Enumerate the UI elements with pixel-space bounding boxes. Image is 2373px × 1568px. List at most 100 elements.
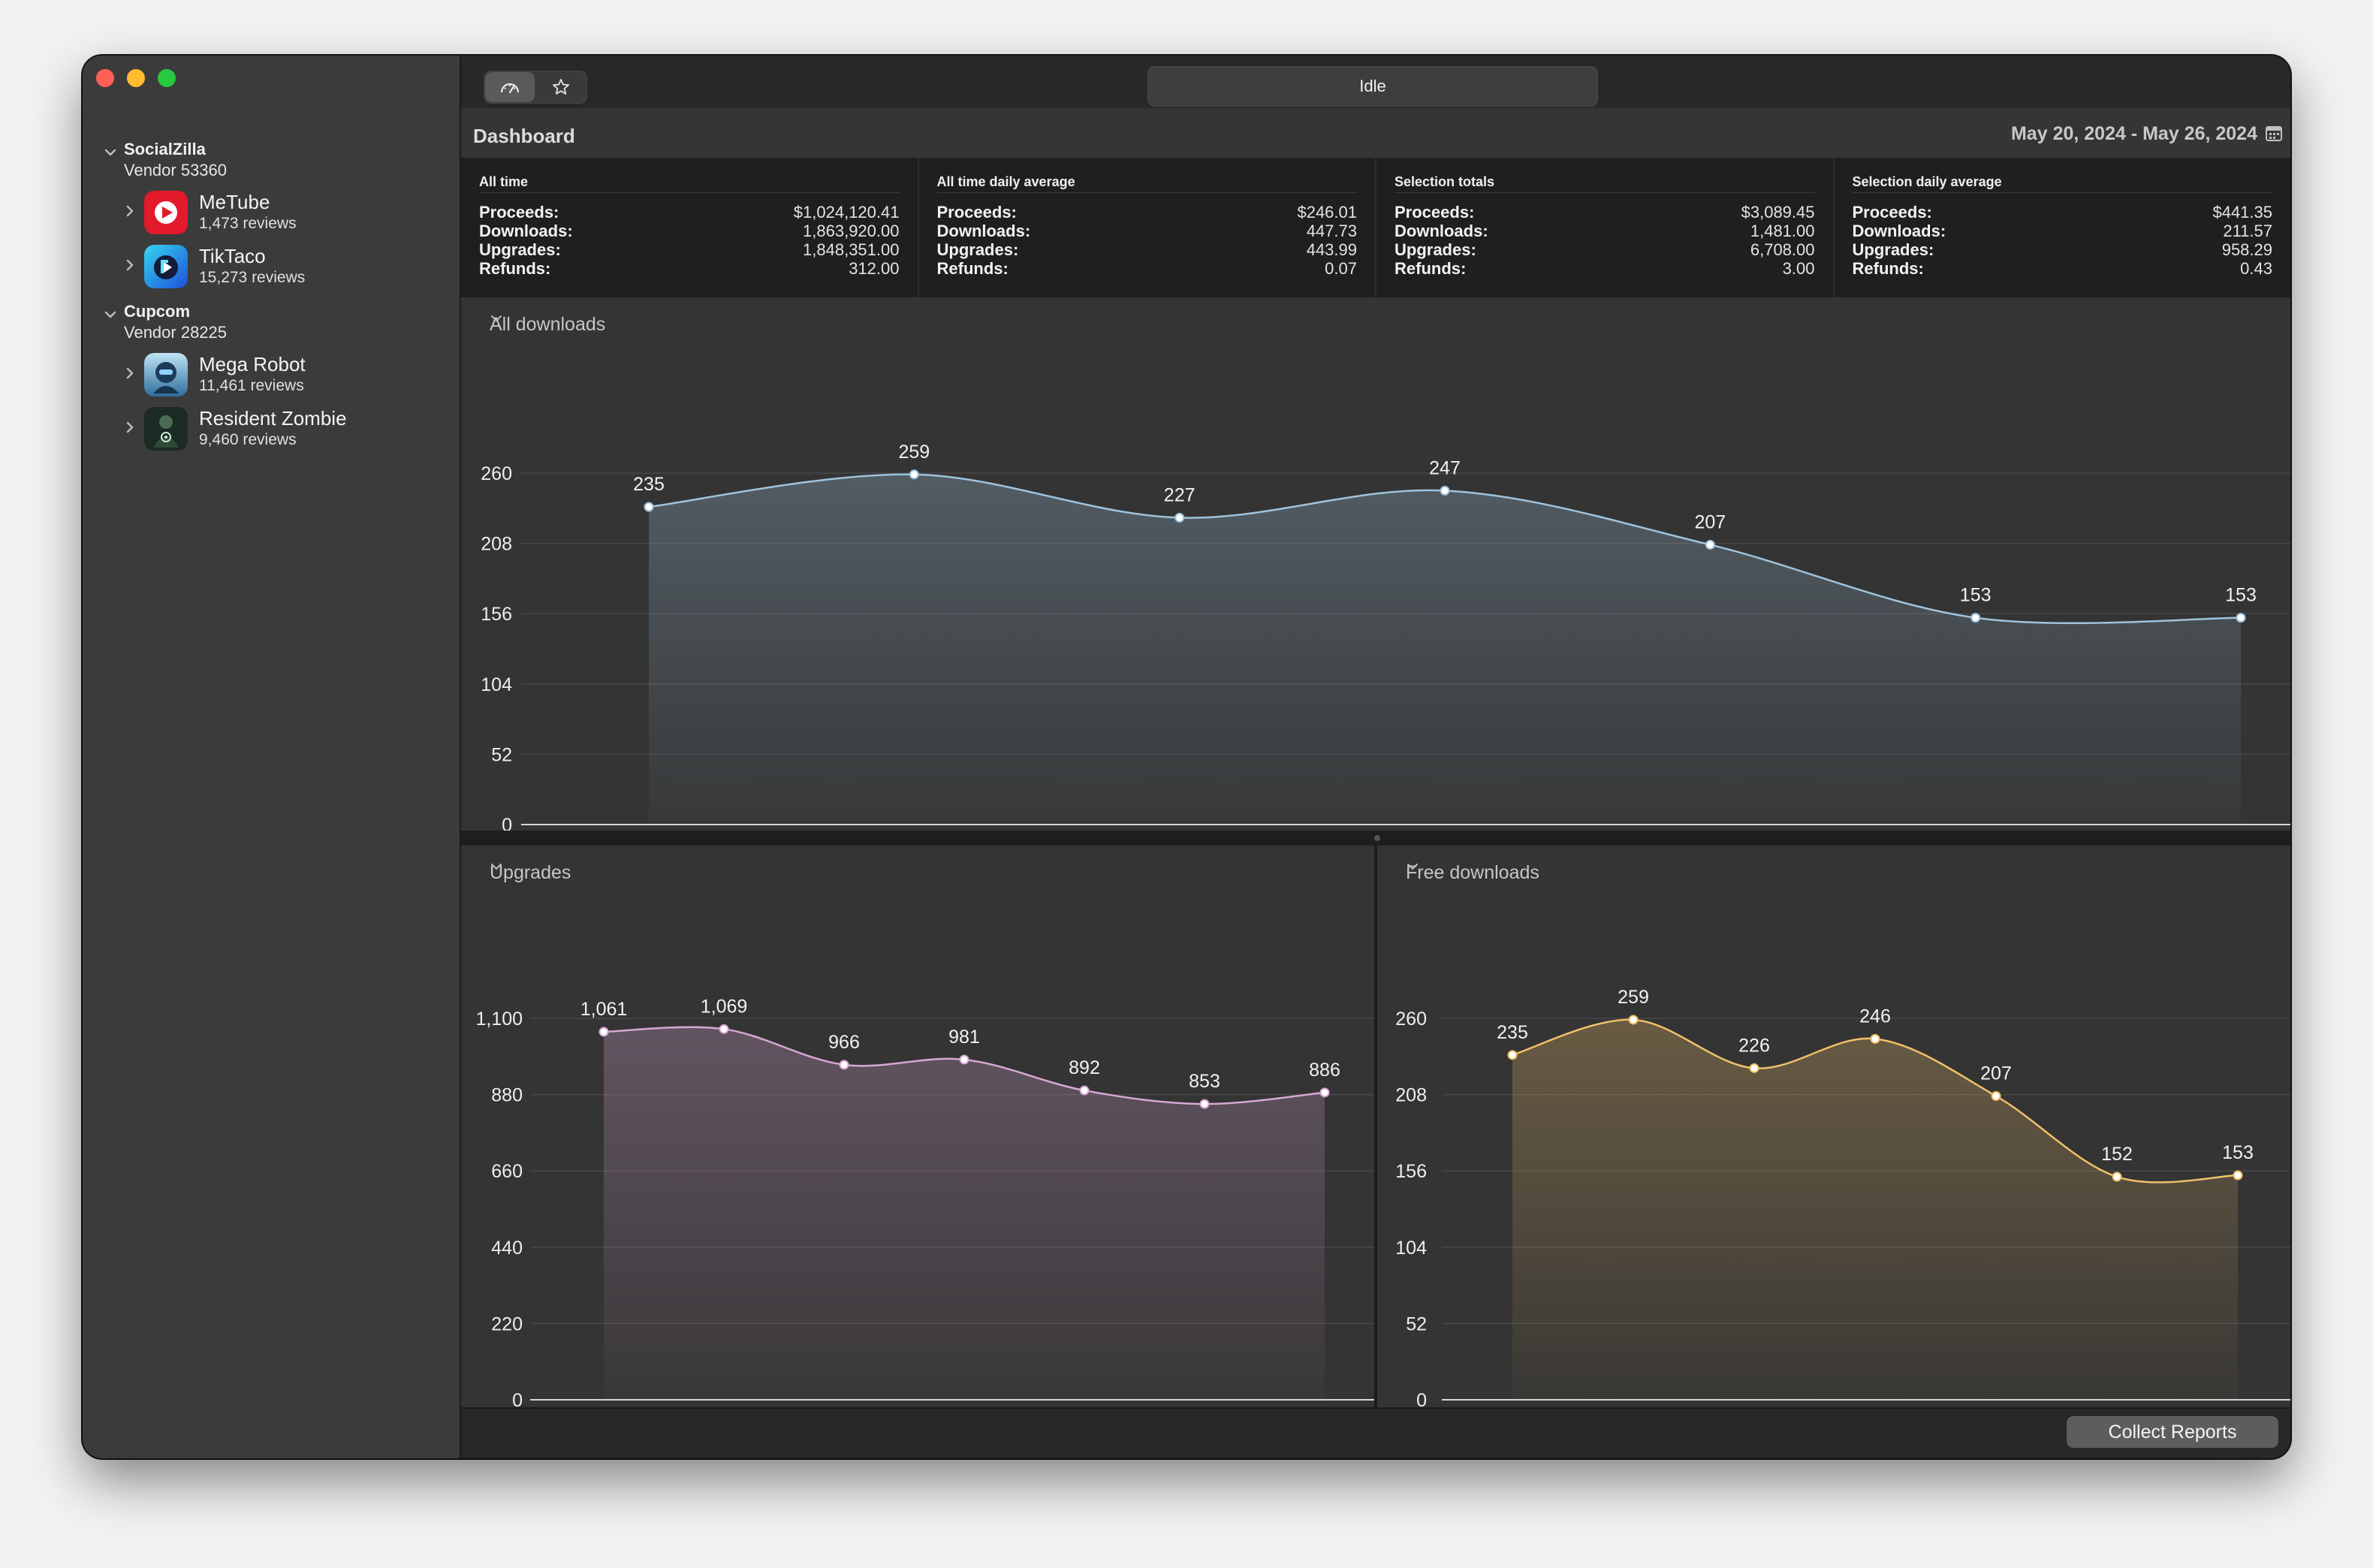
all-downloads-picker[interactable]: All downloads <box>490 314 605 336</box>
dashboard-view-button[interactable] <box>485 72 535 102</box>
sidebar-item-resident-zombie[interactable]: Resident Zombie 9,460 reviews <box>83 404 458 458</box>
stat-row-refunds: Refunds: 0.07 <box>937 259 1358 278</box>
stat-label: Proceeds: <box>936 203 1017 222</box>
free-downloads-chart: 0521041562082602352592262462071521532024… <box>1377 846 2290 1407</box>
stat-label: Upgrades: <box>936 240 1019 259</box>
stat-row-downloads: Downloads: 447.73 <box>937 222 1358 240</box>
chevron-right-icon[interactable] <box>120 418 140 437</box>
chart-picker-label: All downloads <box>490 314 606 335</box>
resident-zombie-icon <box>144 407 188 451</box>
y-tick-label: 0 <box>1416 1390 1427 1407</box>
window-controls <box>96 69 176 87</box>
tiktaco-icon <box>144 245 188 288</box>
chevron-right-icon[interactable] <box>120 201 140 221</box>
data-label: 886 <box>1309 1060 1340 1081</box>
chart-plot: 0521041562082602352592262462071521532024… <box>1395 987 2290 1407</box>
sidebar-item-tiktaco[interactable]: TikTaco 15,273 reviews <box>83 242 458 296</box>
data-label: 1,061 <box>580 999 628 1020</box>
chevron-right-icon[interactable] <box>120 363 140 383</box>
chevron-down-icon <box>491 864 502 870</box>
stat-label: Refunds: <box>1852 259 1924 278</box>
data-label: 152 <box>2101 1144 2133 1165</box>
stat-row-upgrades: Upgrades: 958.29 <box>1853 240 2273 259</box>
data-point <box>1507 1050 1518 1060</box>
star-icon <box>553 79 569 95</box>
data-point <box>1705 539 1715 550</box>
calendar-icon[interactable] <box>2265 125 2283 143</box>
sidebar-item-metube[interactable]: MeTube 1,473 reviews <box>83 188 458 242</box>
split-grip[interactable] <box>1374 835 1380 841</box>
data-label: 1,069 <box>701 996 748 1017</box>
data-label: 853 <box>1189 1071 1220 1092</box>
data-point <box>1749 1063 1759 1073</box>
vertical-split-divider[interactable] <box>1374 846 1377 1407</box>
data-point <box>2112 1171 2122 1182</box>
y-tick-label: 52 <box>1406 1313 1427 1334</box>
stat-value: 958.29 <box>2221 240 2272 259</box>
y-tick-label: 880 <box>491 1085 523 1106</box>
stat-all-time-daily-average: All time daily average Proceeds: $246.01 … <box>919 158 1376 297</box>
stat-divider <box>479 192 900 193</box>
stat-row-downloads: Downloads: 1,481.00 <box>1395 222 1815 240</box>
y-tick-label: 104 <box>1395 1238 1427 1259</box>
data-point <box>1970 613 1981 623</box>
y-tick-label: 0 <box>502 815 512 831</box>
favorites-view-button[interactable] <box>536 72 586 102</box>
stat-label: Downloads: <box>479 222 573 240</box>
app-name: MeTube <box>199 191 270 213</box>
chevron-down-icon[interactable] <box>101 143 120 162</box>
footer-bar: Collect Reports <box>461 1407 2290 1458</box>
data-label: 226 <box>1738 1035 1770 1056</box>
stat-label: Refunds: <box>936 259 1009 278</box>
stat-value: 211.57 <box>2223 222 2272 240</box>
date-range-label[interactable]: May 20, 2024 - May 26, 2024 <box>2010 123 2257 144</box>
chevron-down-icon[interactable] <box>101 305 120 324</box>
stat-row-downloads: Downloads: 211.57 <box>1853 222 2273 240</box>
chevron-down-icon <box>491 315 502 322</box>
series-area <box>604 1027 1325 1400</box>
stat-value: 0.07 <box>1325 259 1357 278</box>
gauge-icon <box>500 83 520 94</box>
stat-label: Downloads: <box>1852 222 1946 240</box>
view-segmented-control <box>484 71 587 104</box>
data-label: 207 <box>1980 1063 2012 1084</box>
data-point <box>959 1054 969 1065</box>
data-label: 259 <box>898 442 930 463</box>
minimize-window-button[interactable] <box>127 69 145 87</box>
stat-value: 447.73 <box>1306 222 1357 240</box>
chart-plot: 0521041562082602352592272472071531532024… <box>481 442 2290 831</box>
chart-plot: 0 220 440 660 880 1,100 1,061 1,069 966 981 892 853… <box>475 996 1374 1407</box>
data-point <box>1628 1015 1639 1025</box>
sidebar-item-mega-robot[interactable]: Mega Robot 11,461 reviews <box>83 350 458 404</box>
upgrades-chart: 0 220 440 660 880 1,100 1,061 1,069 966 981 892 853… <box>461 846 1374 1407</box>
data-label: 227 <box>1164 484 1196 505</box>
data-label: 259 <box>1618 987 1649 1008</box>
stat-divider <box>936 192 1357 193</box>
chart-picker-label: Upgrades <box>490 862 571 883</box>
data-point <box>1174 512 1185 523</box>
data-label: 153 <box>1960 585 1992 606</box>
close-window-button[interactable] <box>96 69 114 87</box>
zoom-window-button[interactable] <box>158 69 176 87</box>
collect-reports-button[interactable]: Collect Reports <box>2067 1416 2278 1448</box>
data-point <box>719 1024 729 1034</box>
free-downloads-picker[interactable]: Free downloads <box>1406 862 1539 884</box>
chevron-right-icon[interactable] <box>120 255 140 275</box>
vendor-group-cupcom[interactable]: Cupcom Vendor 28225 <box>83 296 458 348</box>
stat-value: 1,863,920.00 <box>803 222 900 240</box>
upgrades-picker[interactable]: Upgrades <box>490 862 571 884</box>
stat-label: Upgrades: <box>1395 240 1476 259</box>
horizontal-split-divider[interactable] <box>461 831 2290 846</box>
y-tick-label: 440 <box>491 1238 523 1259</box>
data-point <box>839 1060 849 1070</box>
stat-title: Selection daily average <box>1852 174 2002 189</box>
stat-value: 3.00 <box>1782 259 1815 278</box>
data-label: 892 <box>1069 1057 1100 1078</box>
vendor-group-socialzilla[interactable]: SocialZilla Vendor 53360 <box>83 134 458 186</box>
data-point <box>909 469 919 480</box>
stat-row-upgrades: Upgrades: 443.99 <box>937 240 1358 259</box>
sidebar: SocialZilla Vendor 53360 MeTube 1,473 re… <box>83 56 461 1458</box>
stat-selection-totals: Selection totals Proceeds: $3,089.45 Down… <box>1376 158 1835 297</box>
app-name: Resident Zombie <box>199 407 347 430</box>
stat-label: Upgrades: <box>479 240 561 259</box>
